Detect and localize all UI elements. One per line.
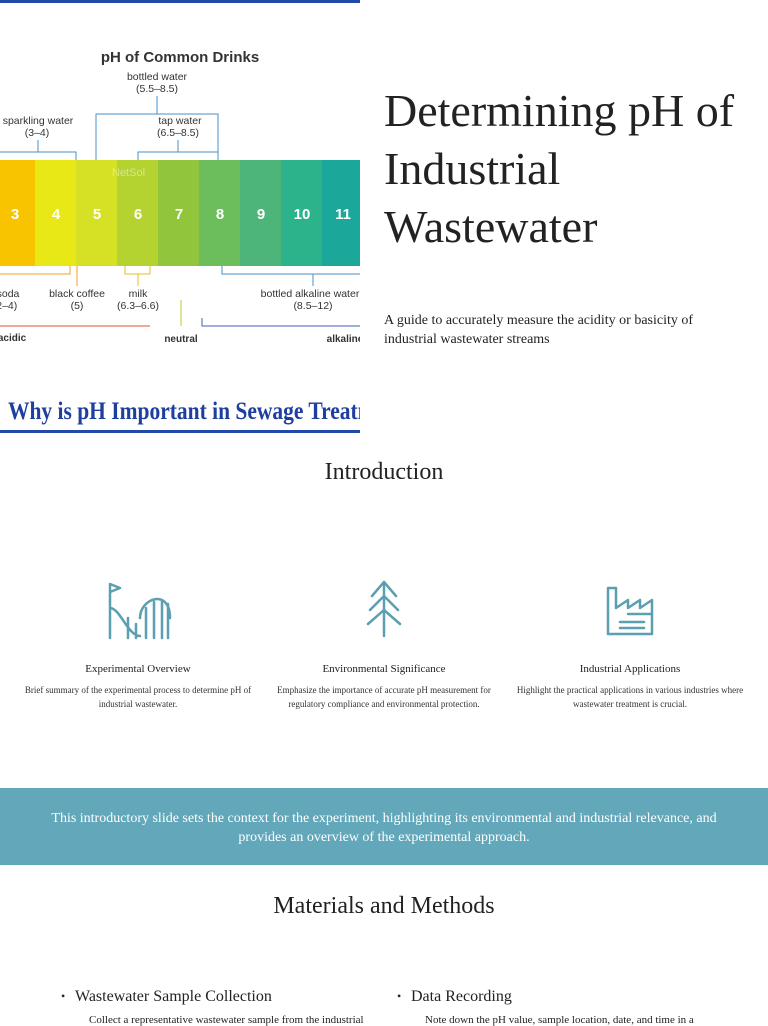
ph-number: 5 (93, 206, 101, 223)
image-label: (6.5–8.5) (157, 127, 199, 139)
bracket-line (137, 151, 218, 160)
hero-image: pH of Common Drinks 3 4 5 6 7 8 9 10 11 NetSol bott… (0, 0, 360, 434)
bracket-line (0, 266, 71, 275)
card: Environmental Significance Emphasize the… (268, 663, 500, 711)
ph-segment (0, 160, 36, 266)
image-title: pH of Common Drinks (101, 49, 259, 66)
image-label: tap water (158, 115, 202, 127)
ph-number: 11 (335, 206, 351, 223)
image-banner: Why is pH Important in Sewage Treatment (8, 398, 360, 426)
image-label: (8.5–12) (293, 300, 332, 312)
card-text: Emphasize the importance of accurate pH … (277, 685, 491, 709)
image-label: sparkling water (3, 115, 74, 127)
ph-number: 10 (294, 206, 311, 223)
image-label: (3–4) (25, 127, 50, 139)
card-text: Highlight the practical applications in … (516, 685, 744, 709)
image-label: black coffee (49, 288, 105, 300)
icon-coaster (108, 582, 172, 640)
ph-segment (199, 160, 241, 266)
note-band: This introductory slide sets the context… (0, 788, 768, 865)
ph-number: 6 (134, 206, 142, 223)
list-item-title: Data Recording (397, 988, 512, 1006)
card-text: Brief summary of the experimental proces… (24, 685, 252, 709)
watermark: NetSol (112, 167, 145, 179)
image-label: soda (0, 288, 20, 300)
page-title: Determining pH of Industrial Wastewater (384, 85, 735, 252)
image-top-rule (0, 0, 360, 3)
ph-number: 4 (52, 206, 61, 223)
image-label: milk (129, 288, 148, 300)
note-text: This introductory slide sets the context… (51, 811, 717, 845)
bracket-line (0, 151, 77, 160)
bracket-line (221, 266, 360, 275)
image-label: (6.3–6.6) (117, 300, 159, 312)
image-bottom-rule (0, 430, 360, 433)
image-label: (2–4) (0, 300, 17, 312)
ph-segment (240, 160, 282, 266)
icon-factory (606, 586, 654, 636)
ph-number: 7 (175, 206, 183, 223)
ph-number: 9 (257, 206, 265, 223)
icon-tree (366, 580, 402, 638)
image-label: bottled water (127, 71, 188, 83)
card-title: Environmental Significance (322, 663, 446, 675)
card: Industrial Applications Highlight the pr… (514, 663, 746, 711)
page-subtitle: A guide to accurately measure the acidit… (384, 313, 694, 347)
card: Experimental Overview Brief summary of t… (22, 663, 254, 711)
ph-segment (281, 160, 323, 266)
ph-segment (76, 160, 118, 266)
ph-segment (35, 160, 77, 266)
list-item-text: Collect a representative wastewater samp… (89, 1014, 364, 1026)
card-title: Industrial Applications (579, 663, 681, 675)
card-title: Experimental Overview (85, 663, 191, 675)
section-heading: Introduction (324, 459, 444, 485)
image-label: (5) (71, 300, 84, 312)
bracket-line (201, 318, 360, 327)
ph-segment (117, 160, 159, 266)
image-label: (5.5–8.5) (136, 83, 178, 95)
ph-number: 3 (11, 206, 19, 223)
image-label: neutral (164, 334, 198, 345)
image-label: acidic (0, 333, 27, 344)
section-heading: Materials and Methods (273, 893, 495, 919)
ph-segment (158, 160, 200, 266)
image-label: bottled alkaline water (261, 288, 360, 300)
ph-segment (322, 160, 360, 266)
list-item-text: Note down the pH value, sample location,… (425, 1014, 694, 1026)
ph-number: 8 (216, 206, 224, 223)
list-item-title: Wastewater Sample Collection (61, 988, 272, 1006)
image-label: alkaline (327, 334, 360, 345)
